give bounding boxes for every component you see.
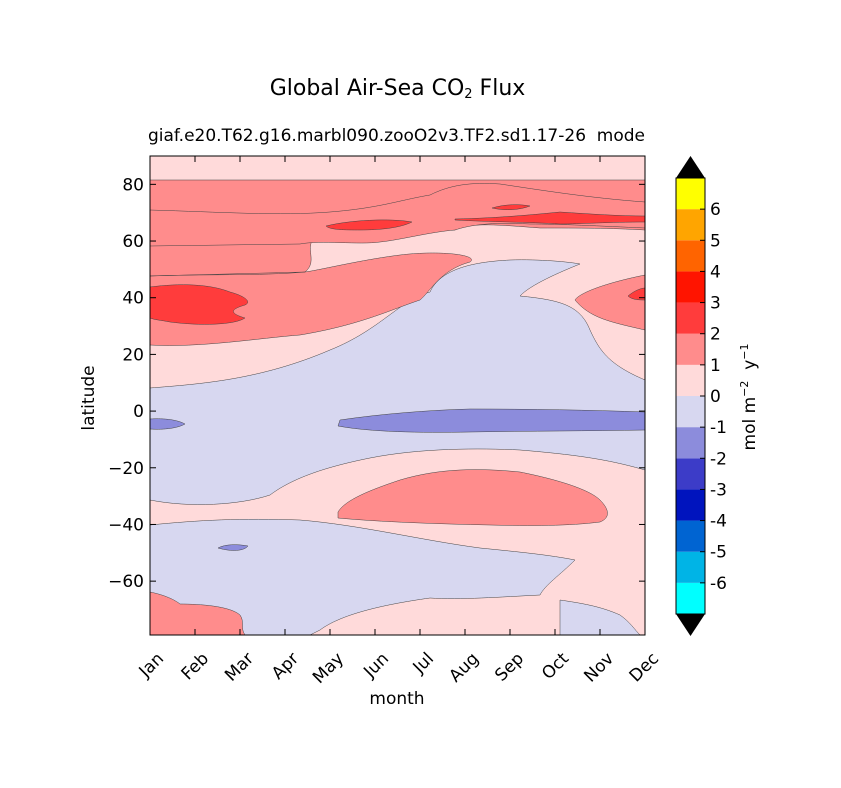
colorbar-segment — [676, 582, 705, 614]
x-tick-label: Jan — [135, 649, 168, 682]
y-axis-ticks: 80 60 40 20 0 −20 −40 −60 — [108, 175, 645, 592]
colorbar: -6 -5 -4 -3 -2 -1 0 1 2 3 4 5 6 — [675, 156, 727, 636]
contour-region-1-2-north-band — [150, 183, 645, 247]
colorbar-segment — [676, 520, 705, 552]
colorbar-tick-label: -1 — [710, 418, 727, 438]
y-tick-label: 20 — [122, 345, 144, 365]
colorbar-tick-label: -3 — [710, 480, 727, 500]
x-tick-label: Dec — [626, 649, 663, 686]
colorbar-segment — [676, 209, 705, 241]
colorbar-tick-label: -6 — [710, 574, 727, 594]
colorbar-tick-label: 6 — [710, 200, 721, 220]
colorbar-tick-label: 1 — [710, 356, 721, 376]
x-tick-label: Feb — [178, 649, 213, 684]
contour-region-neg2-neg1-south — [217, 544, 249, 551]
contour-region-2-3-peak-june — [325, 219, 413, 231]
contour-region-2-3-peak-east — [627, 287, 645, 301]
colorbar-tick-label: 3 — [710, 294, 721, 314]
colorbar-segment — [676, 427, 705, 459]
y-tick-label: −20 — [108, 459, 144, 479]
contour-region-2-3-peak-dec — [491, 204, 531, 210]
colorbar-segment — [676, 178, 705, 210]
colorbar-tick-label: -5 — [710, 543, 727, 563]
contour-region-2-3-peak-sep — [454, 211, 645, 225]
contour-region-neg1-0-tropics — [150, 259, 645, 505]
y-tick-label: 60 — [122, 232, 144, 252]
colorbar-segment — [676, 271, 705, 303]
x-axis-label: month — [369, 689, 424, 709]
colorbar-under-triangle — [676, 614, 705, 636]
contour-region-1-2-south — [337, 469, 608, 526]
chart-title: Global Air-Sea CO2 Flux — [269, 76, 526, 102]
chart-subtitle-case: giaf.e20.T62.g16.marbl090.zooO2v3.TF2.sd… — [148, 126, 587, 146]
colorbar-tick-label: 5 — [710, 231, 721, 251]
y-tick-label: −40 — [108, 515, 144, 535]
y-tick-label: 80 — [122, 175, 144, 195]
x-tick-label: Nov — [580, 649, 618, 687]
colorbar-tick-label: 4 — [710, 262, 721, 282]
x-tick-label: Jun — [359, 649, 393, 683]
x-tick-label: May — [309, 649, 348, 688]
contour-region-2-3-peak-west — [150, 284, 248, 325]
colorbar-segment — [676, 458, 705, 490]
colorbar-segment — [676, 489, 705, 521]
colorbar-segment — [676, 240, 705, 272]
y-tick-label: 40 — [122, 289, 144, 309]
x-tick-label: Sep — [491, 649, 528, 686]
plot-frame — [149, 155, 646, 636]
x-tick-label: Aug — [445, 649, 483, 687]
contour-fills — [150, 156, 645, 635]
contour-region-neg1-0-southern — [150, 518, 576, 635]
colorbar-segment — [676, 551, 705, 583]
x-tick-label: Oct — [538, 649, 573, 684]
colorbar-segment — [676, 364, 705, 396]
contour-region-neg2-neg1-west — [150, 418, 186, 430]
colorbar-segment — [676, 302, 705, 334]
contour-region-neg2-neg1-equator — [337, 408, 645, 433]
x-tick-label: Jul — [409, 649, 438, 678]
chart-subtitle-mode: mode — [596, 126, 645, 146]
colorbar-segment — [676, 396, 705, 428]
colorbar-label: mol m−2 y−1 — [738, 344, 760, 451]
colorbar-over-triangle — [676, 156, 705, 178]
contour-region-1-2-far-south — [150, 591, 246, 635]
y-tick-label: −60 — [108, 572, 144, 592]
y-axis-label: latitude — [79, 365, 99, 430]
x-tick-label: Mar — [221, 649, 258, 686]
y-tick-label: 0 — [133, 402, 144, 422]
colorbar-tick-label: 2 — [710, 325, 721, 345]
colorbar-segment — [676, 333, 705, 365]
colorbar-tick-label: -4 — [710, 512, 727, 532]
contour-region-neg1-0-southern-east — [559, 599, 641, 635]
colorbar-tick-label: -2 — [710, 449, 727, 469]
x-tick-label: Apr — [268, 649, 303, 684]
colorbar-tick-label: 0 — [710, 387, 721, 407]
